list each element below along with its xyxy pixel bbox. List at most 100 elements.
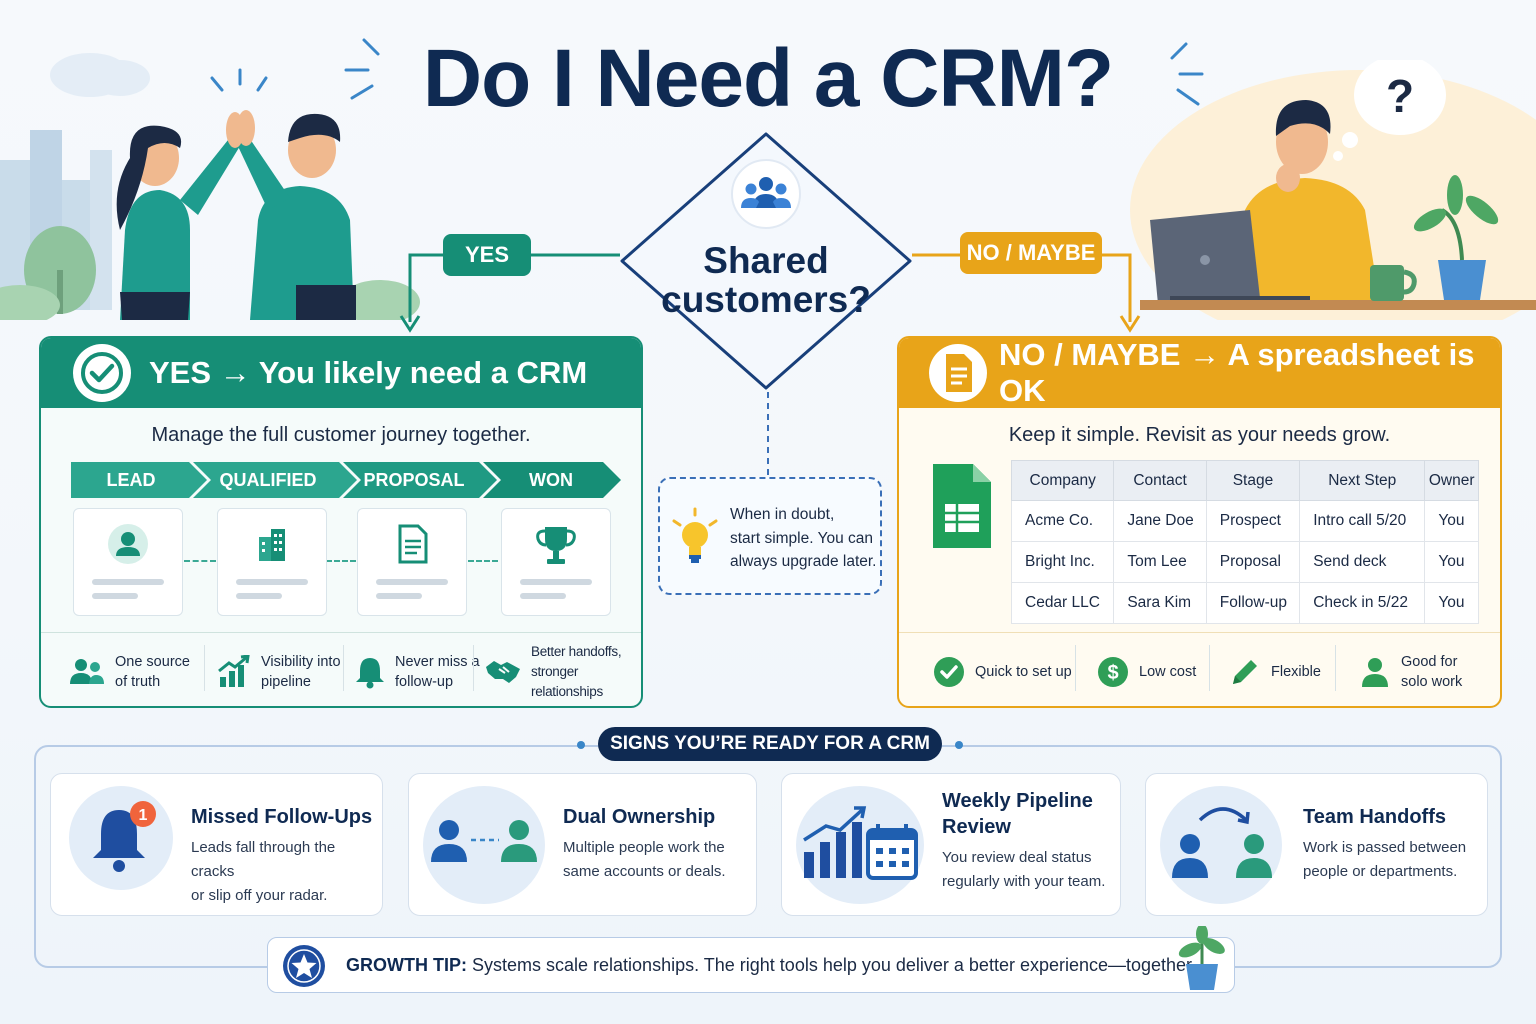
calendar-chart-icon [803,806,918,880]
decision-node: Shared customers? [618,130,914,392]
sign-desc-line-2: or slip off your radar. [191,887,328,904]
stage-qualified: QUALIFIED [219,469,317,490]
table-cell: Intro call 5/20 [1299,500,1426,542]
trophy-icon [536,527,576,564]
svg-text:?: ? [1386,70,1414,122]
benefit-item: Good for solo work [1359,647,1462,697]
person-icon [1362,658,1388,687]
table-cell: Tom Lee [1113,541,1207,583]
plant-icon [1178,926,1225,990]
benefit-line-2: of truth [115,674,161,690]
stage-card-qualified [217,508,327,616]
growth-tip-label: GROWTH TIP: [346,955,467,975]
benefit-line-2: follow-up [395,674,454,690]
check-circle-icon [73,344,131,402]
two-people-icon [431,820,537,862]
pencil-icon [1233,660,1257,684]
stage-connector [468,560,498,562]
table-cell: Prospect [1205,500,1301,542]
sign-description: Multiple people work the same accounts o… [563,836,726,884]
thinking-person-illustration: ? [1130,60,1536,320]
yes-panel-header: YES → You likely need a CRM [41,338,641,408]
tip-box: When in doubt, start simple. You can alw… [658,477,882,595]
team-icon [741,177,791,208]
yes-benefits: One source of truth Visibility into pipeli… [41,632,641,706]
contact-icon [108,524,148,564]
growth-tip-text: GROWTH TIP: Systems scale relationships.… [346,955,1196,976]
benefit-item: Never miss a follow-up [355,647,480,697]
sign-title: Team Handoffs [1303,806,1446,828]
sign-card-weekly-pipeline-review: Weekly Pipeline Review You review deal s… [781,773,1121,916]
benefit-item: Flexible [1229,647,1321,697]
sign-title: Missed Follow-Ups [191,806,373,828]
table-cell: Proposal [1205,541,1301,583]
notification-count: 1 [139,807,148,824]
tip-line-2: start simple. You can [730,529,874,547]
question-line-1: Shared [703,240,829,281]
benefit-item: Visibility into pipeline [217,647,341,697]
yes-panel-heading: YES → You likely need a CRM [149,355,588,390]
column-header: Next Step [1299,460,1426,501]
page-title: Do I Need a CRM? [422,33,1114,124]
column-header: Company [1010,460,1115,501]
signs-section-label: SIGNS YOU’RE READY FOR A CRM [598,727,942,761]
table-cell: You [1424,541,1479,583]
benefit-line-2: stronger relationships [531,664,603,699]
table-row: Cedar LLC Sara Kim Follow-up Check in 5/… [1010,582,1479,624]
sparkle-lines-left [344,38,380,100]
sign-desc-line-1: Multiple people work the [563,839,725,856]
building-icon [259,529,285,561]
table-cell: Check in 5/22 [1299,582,1426,624]
people-icon [70,659,104,684]
spreadsheet-table: Company Contact Stage Next Step Owner Ac… [1010,460,1479,624]
svg-text:$: $ [1107,662,1118,684]
benefit-item: Better handoffs, stronger relationships [485,644,641,699]
table-cell: Acme Co. [1010,500,1115,542]
check-circle-icon [934,657,964,687]
stage-card-lead [73,508,183,616]
sign-desc-line-2: same accounts or deals. [563,863,726,880]
benefit-line-1: Quick to set up [975,664,1072,680]
no-panel-subtitle: Keep it simple. Revisit as your needs gr… [1008,424,1391,446]
stage-connector [326,560,356,562]
no-maybe-branch-label: NO / MAYBE [960,232,1102,274]
sign-card-missed-follow-ups: 1 Missed Follow-Ups Leads fall through t… [50,773,383,916]
pipeline-ribbon [71,462,621,498]
benefit-item: Quick to set up [933,647,1072,697]
column-header: Contact [1113,460,1207,501]
signs-label-dots [577,741,963,749]
sign-desc-line-2: people or departments. [1303,863,1458,880]
sign-description: Work is passed between people or departm… [1303,836,1466,884]
tip-line-3: always upgrade later. [730,553,877,570]
stage-card-proposal [357,508,467,616]
sign-title: Dual Ownership [563,806,716,828]
sign-title-line-2: Review [942,816,1011,838]
document-icon [929,344,987,402]
sign-desc-line-1: Leads fall through the cracks [191,839,336,880]
sign-desc-line-1: You review deal status [942,849,1092,866]
table-row: Bright Inc. Tom Lee Proposal Send deck Y… [1010,541,1479,583]
stage-lead: LEAD [106,469,156,490]
tip-text: When in doubt, start simple. You can alw… [730,503,880,574]
growth-tip-bar: GROWTH TIP: Systems scale relationships.… [267,926,1235,993]
yes-branch-label: YES [443,234,531,276]
benefit-line-1: Never miss a [395,654,480,670]
yes-panel-subtitle: Manage the full customer journey togethe… [151,424,531,446]
sign-title-line-1: Weekly Pipeline [942,790,1093,812]
table-row: Acme Co. Jane Doe Prospect Intro call 5/… [1010,500,1479,542]
table-cell: You [1424,582,1479,624]
table-cell: Bright Inc. [1010,541,1115,583]
document-icon [398,524,428,564]
stage-won: WON [529,469,573,490]
benefit-line-1: Better handoffs, [531,644,622,659]
sparkle-lines-right [1170,42,1204,106]
sign-description: Leads fall through the cracks or slip of… [191,836,382,908]
spreadsheet-icon [933,464,991,548]
no-panel-heading: NO / MAYBE → A spreadsheet is OK [999,337,1475,408]
sign-card-dual-ownership: Dual Ownership Multiple people work the … [408,773,757,916]
sign-card-team-handoffs: Team Handoffs Work is passed between peo… [1145,773,1488,916]
sign-description: You review deal status regularly with yo… [942,846,1105,894]
star-icon [283,945,325,987]
column-header: Owner [1424,460,1479,501]
